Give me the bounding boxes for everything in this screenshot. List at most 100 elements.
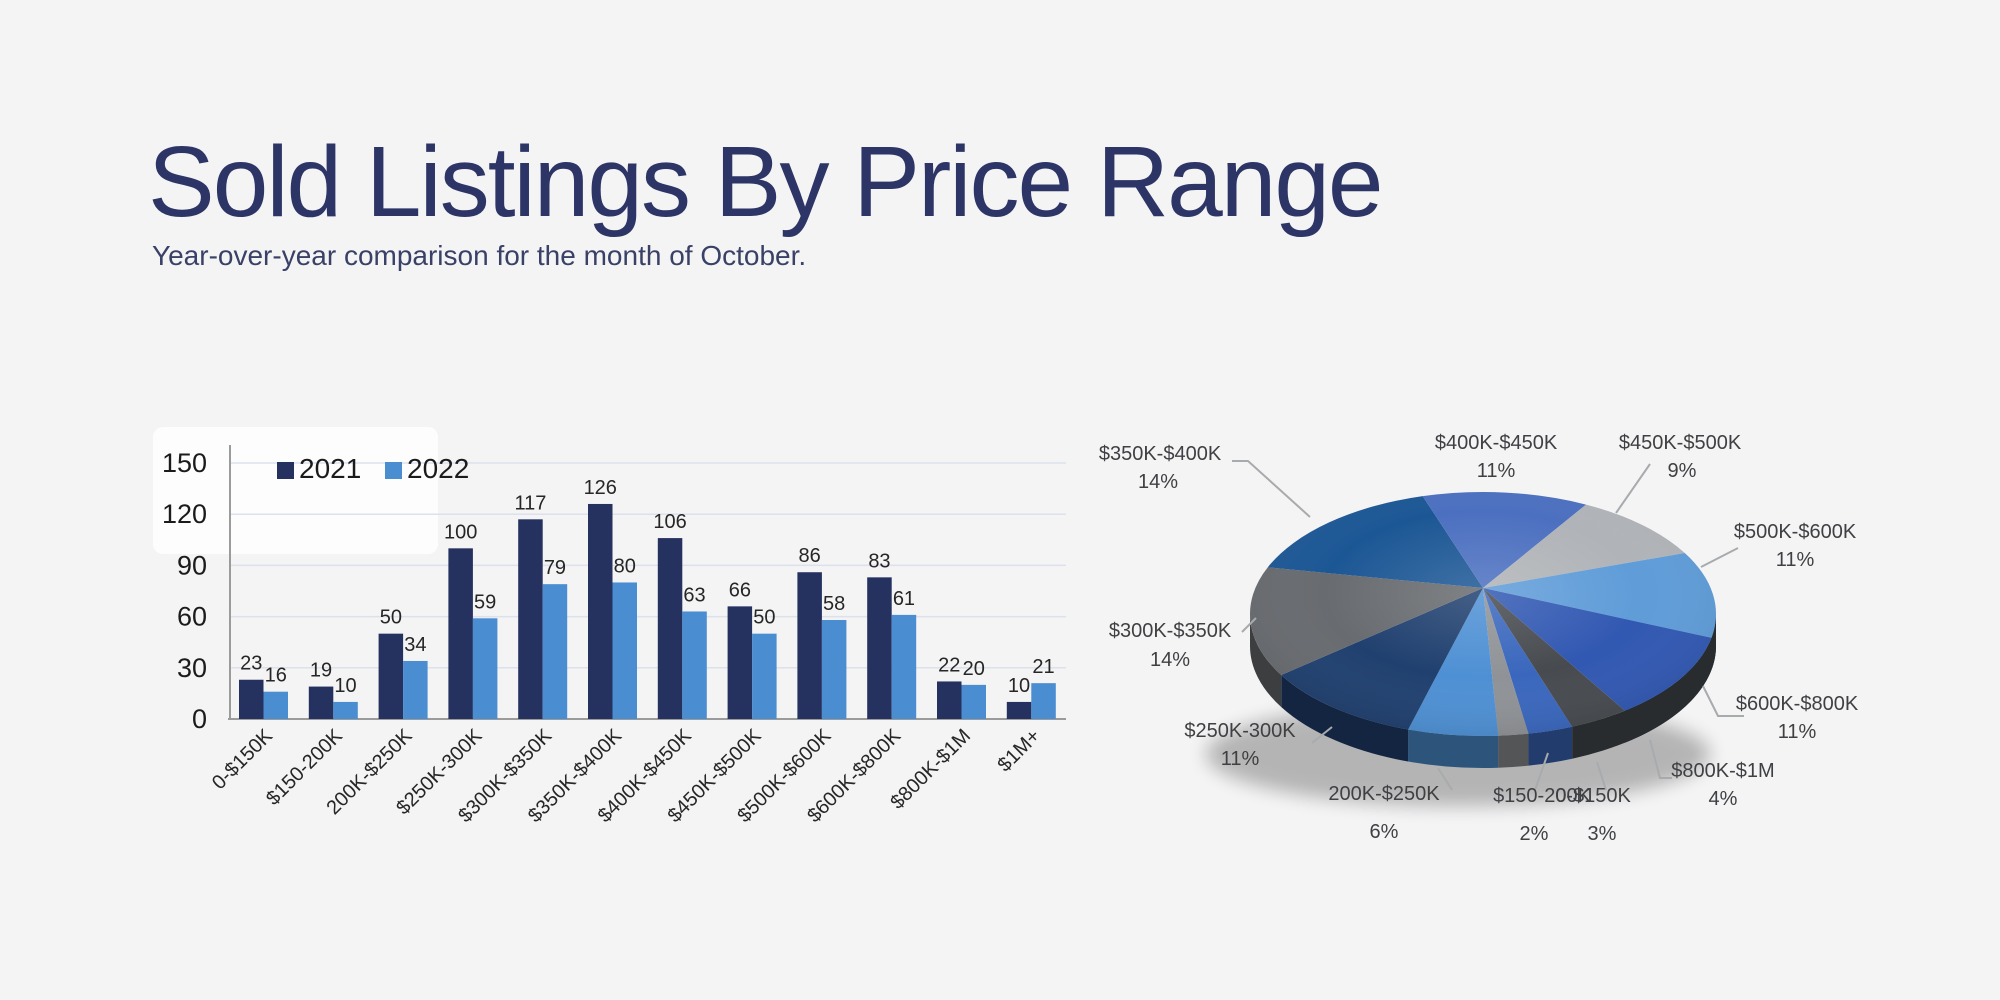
bar-value-label: 86 — [799, 545, 821, 567]
pie-slice-label: $400K-$450K — [1435, 432, 1558, 454]
pie-slice-wall — [1281, 675, 1409, 762]
bar-value-label: 117 — [515, 492, 547, 514]
bar-2021 — [308, 686, 334, 719]
bar-2021 — [657, 538, 683, 719]
pie-leader-line — [1437, 767, 1453, 791]
pie-slice-wall — [1498, 733, 1529, 768]
bar-value-label: 63 — [683, 584, 705, 606]
bar-value-label: 20 — [963, 658, 985, 680]
bar-2021 — [588, 503, 613, 719]
page-title: Sold Listings By Price Range — [148, 126, 1384, 238]
pie-slice-percent: 14% — [1138, 471, 1178, 493]
pie-leader-line — [1311, 726, 1333, 744]
bar-value-label: 23 — [240, 653, 262, 675]
pie-slice-percent: 2% — [1520, 823, 1549, 845]
pie-slice-percent: 11% — [1477, 460, 1516, 482]
pie-slice-label: $250K-300K — [1184, 720, 1296, 742]
legend-label: 2021 — [299, 453, 361, 484]
bar-2021 — [239, 679, 264, 719]
bar-value-label: 61 — [893, 588, 915, 610]
bar-2022 — [263, 691, 288, 719]
y-tick-label: 30 — [177, 653, 207, 683]
pie-slice-wall — [1572, 614, 1716, 759]
pie-slice-wall — [1408, 729, 1499, 768]
pie-slice-label: $800K-$1M — [1671, 760, 1774, 782]
pie-slice-label: $350K-$400K — [1099, 443, 1222, 465]
x-category-label: $1M+ — [994, 725, 1045, 776]
pie-leader-line — [1700, 547, 1739, 568]
pie-slice-label: 200K-$250K — [1328, 783, 1440, 805]
bar-2021 — [797, 572, 822, 719]
pie-leader-line — [1534, 752, 1549, 791]
legend-swatch — [277, 462, 294, 479]
bar-2022 — [333, 701, 358, 719]
bar-value-label: 34 — [404, 634, 426, 656]
pie-leader-line — [1596, 761, 1607, 791]
bar-2022 — [472, 618, 498, 719]
pie-slice-label: 0-$150K — [1555, 785, 1631, 807]
bar-2022 — [821, 620, 847, 719]
bar-value-label: 22 — [938, 654, 960, 676]
bar-2022 — [612, 582, 637, 719]
pie-slice-percent: 11% — [1776, 549, 1815, 571]
bar-value-label: 19 — [310, 660, 332, 682]
pie-slice-percent: 14% — [1150, 649, 1190, 671]
pie-leader-line — [1232, 460, 1311, 518]
bar-2021 — [518, 519, 543, 719]
bar-2022 — [961, 684, 986, 719]
bar-value-label: 126 — [584, 477, 617, 499]
pie-slice-percent: 11% — [1221, 748, 1260, 770]
pie-slice-label: $500K-$600K — [1734, 521, 1857, 543]
bar-value-label: 16 — [265, 665, 287, 687]
bar-value-label: 83 — [868, 550, 890, 572]
pie-slice-label: $600K-$800K — [1736, 693, 1859, 715]
pie-slice-label: $150-200K — [1493, 785, 1592, 807]
y-tick-label: 60 — [177, 602, 207, 632]
y-tick-label: 150 — [162, 448, 207, 478]
pie-slice-label: $300K-$350K — [1109, 620, 1232, 642]
pie-chart: 0-$150K 3% $150-200K 2% 200K-$250K 6% $250K-30… — [1099, 432, 1859, 845]
chart-card-background — [153, 427, 438, 554]
bar-value-label: 50 — [753, 607, 775, 629]
bar-value-label: 10 — [334, 675, 356, 697]
bar-value-label: 106 — [653, 511, 686, 533]
bar-value-label: 58 — [823, 593, 845, 615]
bar-value-label: 50 — [380, 607, 402, 629]
bar-2021 — [867, 577, 892, 719]
bar-2021 — [448, 548, 473, 719]
pie-slice-percent: 4% — [1709, 788, 1738, 810]
bar-2021 — [378, 633, 404, 719]
pie-slice-percent: 3% — [1588, 823, 1617, 845]
pie-slice-label: $450K-$500K — [1619, 432, 1742, 454]
legend-swatch — [385, 462, 402, 479]
legend-label: 2022 — [407, 453, 469, 484]
pie-slice-percent: 9% — [1668, 460, 1697, 482]
page-subtitle: Year-over-year comparison for the month … — [152, 240, 807, 271]
bar-value-label: 100 — [444, 521, 477, 543]
pie-leader-line — [1241, 617, 1257, 633]
bar-2022 — [542, 584, 568, 719]
bar-value-label: 59 — [474, 591, 496, 613]
bar-2022 — [1031, 683, 1056, 719]
x-category-label: 0-$150K — [208, 725, 277, 794]
pie-slice-percent: 6% — [1370, 821, 1399, 843]
bar-2021 — [727, 606, 753, 719]
bar-2021 — [937, 681, 962, 719]
bar-value-label: 10 — [1008, 675, 1030, 697]
bar-value-label: 79 — [544, 557, 566, 579]
pie-slice-wall — [1528, 726, 1573, 766]
bar-2022 — [403, 660, 428, 719]
pie-slice-wall — [1250, 614, 1282, 707]
bar-value-label: 80 — [614, 555, 636, 577]
bar-value-label: 66 — [729, 579, 751, 601]
pie-slice-percent: 11% — [1778, 721, 1817, 743]
bar-2022 — [682, 611, 707, 719]
bar-2022 — [891, 614, 917, 719]
pie-leader-line — [1649, 739, 1672, 779]
y-tick-label: 90 — [177, 550, 207, 580]
bar-value-label: 21 — [1032, 656, 1054, 678]
pie-sheen-overlay — [1250, 492, 1716, 736]
